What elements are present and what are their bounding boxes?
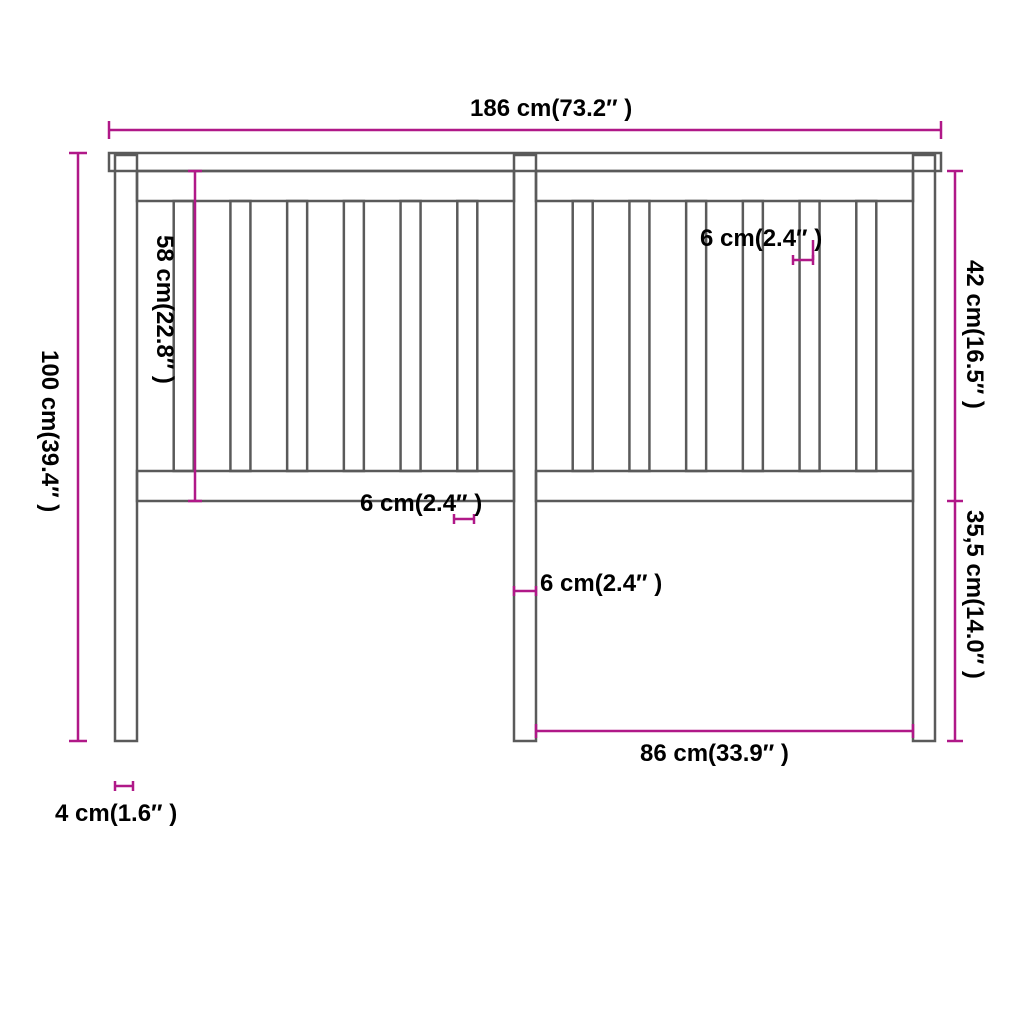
dim-width-186: 186 cm(73.2″ ): [470, 95, 632, 123]
dim-height-42: 42 cm(16.5″ ): [960, 260, 988, 409]
dim-height-58: 58 cm(22.8″ ): [150, 235, 178, 384]
dim-post-6: 6 cm(2.4″ ): [540, 570, 662, 598]
dim-slat-6a: 6 cm(2.4″ ): [700, 225, 822, 253]
dim-height-355: 35,5 cm(14.0″ ): [960, 510, 988, 679]
dim-depth-4: 4 cm(1.6″ ): [55, 800, 177, 828]
dim-height-100: 100 cm(39.4″ ): [35, 350, 63, 512]
dim-width-86: 86 cm(33.9″ ): [640, 740, 789, 768]
dim-slat-6b: 6 cm(2.4″ ): [360, 490, 482, 518]
